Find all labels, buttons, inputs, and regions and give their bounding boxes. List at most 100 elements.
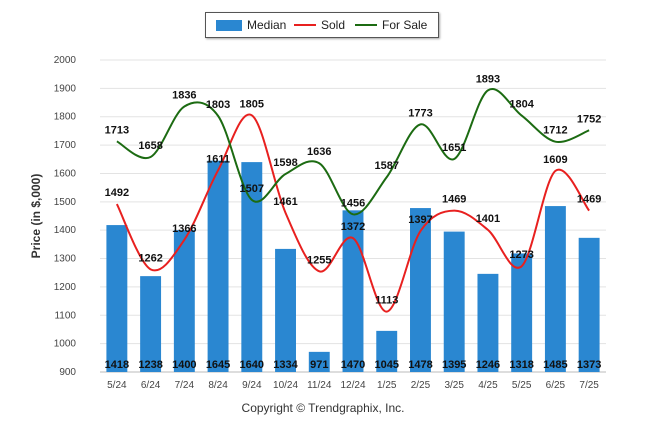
legend: Median Sold For Sale [205,12,439,38]
bar-median [578,237,600,372]
data-label-for-sale: 1712 [543,125,567,137]
bar-median [544,206,566,372]
x-tick-label: 9/24 [242,380,262,391]
data-label-sold: 1113 [375,295,398,307]
bar-median [140,276,162,372]
data-label-median: 1045 [374,359,398,371]
bar-median [376,330,398,372]
y-tick-label: 1300 [54,254,77,265]
x-tick-label: 2/25 [411,380,431,391]
data-label-for-sale: 1752 [577,113,601,125]
y-tick-label: 1800 [54,112,77,123]
x-tick-label: 8/24 [208,380,228,391]
bar-median [477,273,499,372]
x-tick-label: 12/24 [340,380,365,391]
data-label-sold: 1611 [206,153,230,165]
data-label-sold: 1273 [509,249,533,261]
data-label-for-sale: 1893 [476,73,500,85]
bar-median [443,231,465,372]
legend-swatch-median [216,19,242,31]
data-label-for-sale: 1804 [509,99,534,111]
x-tick-label: 5/24 [107,380,127,391]
bar-median [308,351,330,372]
line-for-sale [116,88,590,216]
x-tick-label: 10/24 [273,380,298,391]
data-label-for-sale: 1836 [172,90,196,102]
data-label-median: 1400 [172,359,196,371]
line-sold [115,113,590,313]
data-label-for-sale: 1803 [206,99,230,111]
data-label-sold: 1469 [577,194,601,206]
data-label-for-sale: 1658 [138,140,162,152]
data-label-sold: 1469 [442,194,466,206]
data-label-median: 1485 [543,359,567,371]
bar-median [241,162,263,372]
y-tick-label: 1600 [54,168,77,179]
legend-item-sold: Sold [294,13,345,37]
x-tick-label: 6/25 [546,380,566,391]
data-label-median: 1373 [577,359,601,371]
data-label-sold: 1397 [408,214,432,226]
data-label-median: 971 [310,359,328,371]
y-tick-label: 1200 [54,282,77,293]
x-tick-label: 1/25 [377,380,397,391]
legend-label-sold: Sold [321,18,346,32]
data-label-median: 1395 [442,359,466,371]
data-label-sold: 1255 [307,254,331,266]
data-label-sold: 1805 [240,98,264,110]
data-label-sold: 1262 [138,252,162,264]
legend-label-for-sale: For Sale [382,18,428,32]
data-label-for-sale: 1598 [273,157,297,169]
data-label-sold: 1492 [105,187,129,199]
data-label-sold: 1609 [543,154,567,166]
x-tick-label: 5/25 [512,380,532,391]
data-label-median: 1470 [341,359,365,371]
data-label-sold: 1366 [172,223,196,235]
x-tick-label: 6/24 [141,380,161,391]
legend-swatch-for-sale [355,24,377,26]
copyright-text: Copyright © Trendgraphix, Inc. [241,401,405,415]
data-label-median: 1246 [476,359,500,371]
data-label-sold: 1461 [273,196,297,208]
data-label-for-sale: 1713 [105,124,129,136]
bar-median [275,248,296,372]
y-tick-label: 1000 [54,339,77,350]
bar-median [207,160,229,372]
y-tick-label: 1500 [54,197,77,208]
y-tick-label: 900 [59,367,76,378]
data-label-median: 1418 [105,359,129,371]
data-label-for-sale: 1773 [408,107,432,119]
legend-swatch-sold [294,24,316,26]
x-tick-label: 3/25 [444,380,464,391]
data-label-median: 1645 [206,359,230,371]
data-label-median: 1640 [240,359,264,371]
bar-median [106,225,128,372]
bar-median [342,210,364,372]
legend-item-for-sale: For Sale [355,13,427,37]
data-label-median: 1238 [138,359,162,371]
x-tick-label: 7/25 [579,380,599,391]
y-tick-label: 1700 [54,140,77,151]
y-tick-label: 2000 [54,55,77,66]
data-label-median: 1318 [509,359,533,371]
data-label-for-sale: 1507 [240,183,264,195]
y-tick-label: 1400 [54,225,77,236]
data-label-median: 1478 [408,359,432,371]
y-tick-label: 1100 [54,310,76,321]
data-label-sold: 1372 [341,221,365,233]
legend-label-median: Median [247,18,287,32]
y-axis-title: Price (in $,000) [29,174,43,259]
bar-median [511,253,533,372]
data-label-median: 1334 [273,359,298,371]
data-label-for-sale: 1651 [442,142,466,154]
bar-median [410,208,431,372]
data-label-for-sale: 1456 [341,197,365,209]
data-label-for-sale: 1636 [307,146,331,158]
data-label-sold: 1401 [476,213,500,225]
data-label-for-sale: 1587 [374,160,398,172]
y-tick-label: 1900 [54,83,77,94]
legend-item-median: Median [216,13,286,37]
x-tick-label: 11/24 [307,380,332,391]
